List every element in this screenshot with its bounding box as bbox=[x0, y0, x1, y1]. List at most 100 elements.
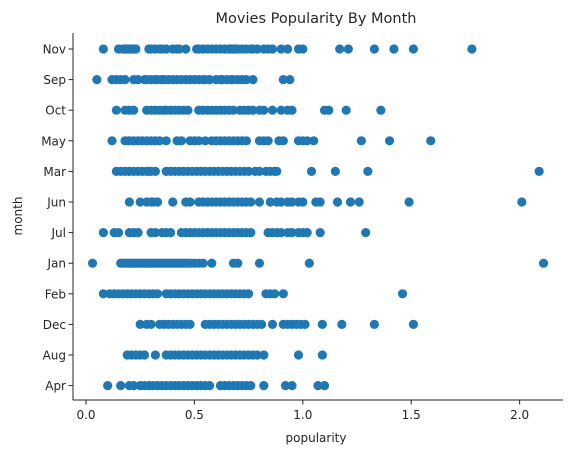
data-point-jan bbox=[198, 258, 208, 268]
x-tick-label: 0.0 bbox=[76, 408, 95, 422]
y-tick-label-jun: Jun bbox=[46, 196, 66, 210]
y-tick-label-nov: Nov bbox=[43, 43, 66, 57]
data-point-mar bbox=[306, 166, 317, 176]
data-point-nov bbox=[252, 44, 262, 54]
data-point-nov bbox=[181, 44, 191, 54]
data-point-jun bbox=[246, 197, 256, 207]
data-point-jun bbox=[517, 197, 527, 207]
data-point-jun bbox=[354, 197, 364, 207]
data-point-jul bbox=[287, 228, 297, 238]
data-point-may bbox=[384, 136, 395, 146]
data-point-jun bbox=[124, 197, 134, 207]
data-point-dec bbox=[369, 319, 379, 329]
data-point-nov bbox=[389, 44, 399, 54]
data-point-may bbox=[426, 136, 436, 146]
axes-layer bbox=[72, 33, 563, 401]
data-point-sep bbox=[278, 75, 288, 85]
data-point-may bbox=[176, 136, 187, 146]
x-tick-label: 1.0 bbox=[293, 408, 312, 422]
y-tick-label-dec: Dec bbox=[43, 318, 66, 332]
data-point-oct bbox=[276, 105, 286, 115]
y-tick-label-oct: Oct bbox=[45, 104, 66, 118]
data-point-may bbox=[194, 136, 204, 146]
data-point-mar bbox=[330, 166, 340, 176]
x-tick-label: 0.5 bbox=[185, 408, 204, 422]
data-point-nov bbox=[276, 44, 286, 54]
data-point-nov bbox=[408, 44, 418, 54]
data-point-may bbox=[155, 136, 165, 146]
data-point-oct bbox=[324, 105, 334, 115]
data-point-apr bbox=[313, 381, 323, 391]
data-point-jul bbox=[246, 228, 256, 238]
data-point-jul bbox=[276, 228, 286, 238]
data-point-jul bbox=[98, 228, 108, 238]
data-point-jul bbox=[361, 228, 371, 238]
data-point-sep bbox=[133, 75, 143, 85]
data-point-mar bbox=[244, 166, 254, 176]
data-point-jul bbox=[165, 228, 176, 238]
data-point-jun bbox=[254, 197, 265, 207]
data-point-dec bbox=[146, 319, 156, 329]
data-point-nov bbox=[369, 44, 379, 54]
data-point-oct bbox=[341, 105, 351, 115]
data-point-aug bbox=[139, 350, 150, 360]
data-point-jan bbox=[538, 258, 549, 268]
data-point-feb bbox=[397, 289, 408, 299]
data-point-nov bbox=[467, 44, 477, 54]
data-point-sep bbox=[92, 75, 102, 85]
data-point-sep bbox=[248, 75, 258, 85]
data-point-sep bbox=[204, 75, 215, 85]
data-point-may bbox=[200, 136, 210, 146]
x-ticks: 0.0 0.5 1.0 1.5 2.0 bbox=[76, 400, 529, 422]
data-point-may bbox=[309, 136, 319, 146]
data-point-nov bbox=[174, 44, 184, 54]
data-point-jun bbox=[185, 197, 195, 207]
data-point-jun bbox=[168, 197, 178, 207]
data-point-apr bbox=[287, 381, 297, 391]
data-point-mar bbox=[534, 166, 544, 176]
data-point-jun bbox=[265, 197, 275, 207]
data-point-dec bbox=[408, 319, 418, 329]
data-point-jun bbox=[287, 197, 297, 207]
x-axis-label: popularity bbox=[286, 431, 347, 445]
data-point-oct bbox=[183, 105, 193, 115]
chart-title: Movies Popularity By Month bbox=[216, 11, 417, 27]
data-point-jun bbox=[332, 197, 343, 207]
data-point-jan bbox=[233, 258, 243, 268]
data-point-dec bbox=[300, 319, 310, 329]
data-point-jun bbox=[345, 197, 356, 207]
y-tick-label-may: May bbox=[41, 134, 66, 148]
y-tick-label-jul: Jul bbox=[51, 226, 66, 240]
data-point-apr bbox=[319, 381, 330, 391]
data-point-jul bbox=[315, 228, 325, 238]
data-point-nov bbox=[267, 44, 278, 54]
x-tick-label: 2.0 bbox=[510, 408, 529, 422]
data-point-aug bbox=[317, 350, 327, 360]
data-point-jan bbox=[207, 258, 217, 268]
data-point-oct bbox=[228, 105, 239, 115]
data-point-mar bbox=[254, 166, 265, 176]
data-point-jan bbox=[304, 258, 314, 268]
x-tick-label: 1.5 bbox=[402, 408, 421, 422]
data-point-may bbox=[356, 136, 366, 146]
y-ticks: Nov Sep Oct May Mar Jun Jul Jan Feb Dec Aug Apr bbox=[41, 43, 73, 393]
data-point-apr bbox=[280, 381, 291, 391]
y-tick-label-jan: Jan bbox=[47, 257, 67, 271]
data-point-mar bbox=[363, 166, 373, 176]
data-point-jan bbox=[254, 258, 265, 268]
data-point-apr bbox=[129, 381, 139, 391]
data-point-may bbox=[263, 136, 273, 146]
data-point-sep bbox=[120, 75, 130, 85]
data-point-feb bbox=[270, 289, 280, 299]
data-point-jul bbox=[150, 228, 160, 238]
data-point-jun bbox=[298, 197, 308, 207]
data-point-jul bbox=[113, 228, 124, 238]
data-point-feb bbox=[244, 289, 254, 299]
data-point-apr bbox=[116, 381, 126, 391]
data-point-jun bbox=[276, 197, 286, 207]
data-point-may bbox=[107, 136, 117, 146]
data-point-jul bbox=[133, 228, 143, 238]
data-point-oct bbox=[248, 105, 258, 115]
data-point-apr bbox=[259, 381, 269, 391]
